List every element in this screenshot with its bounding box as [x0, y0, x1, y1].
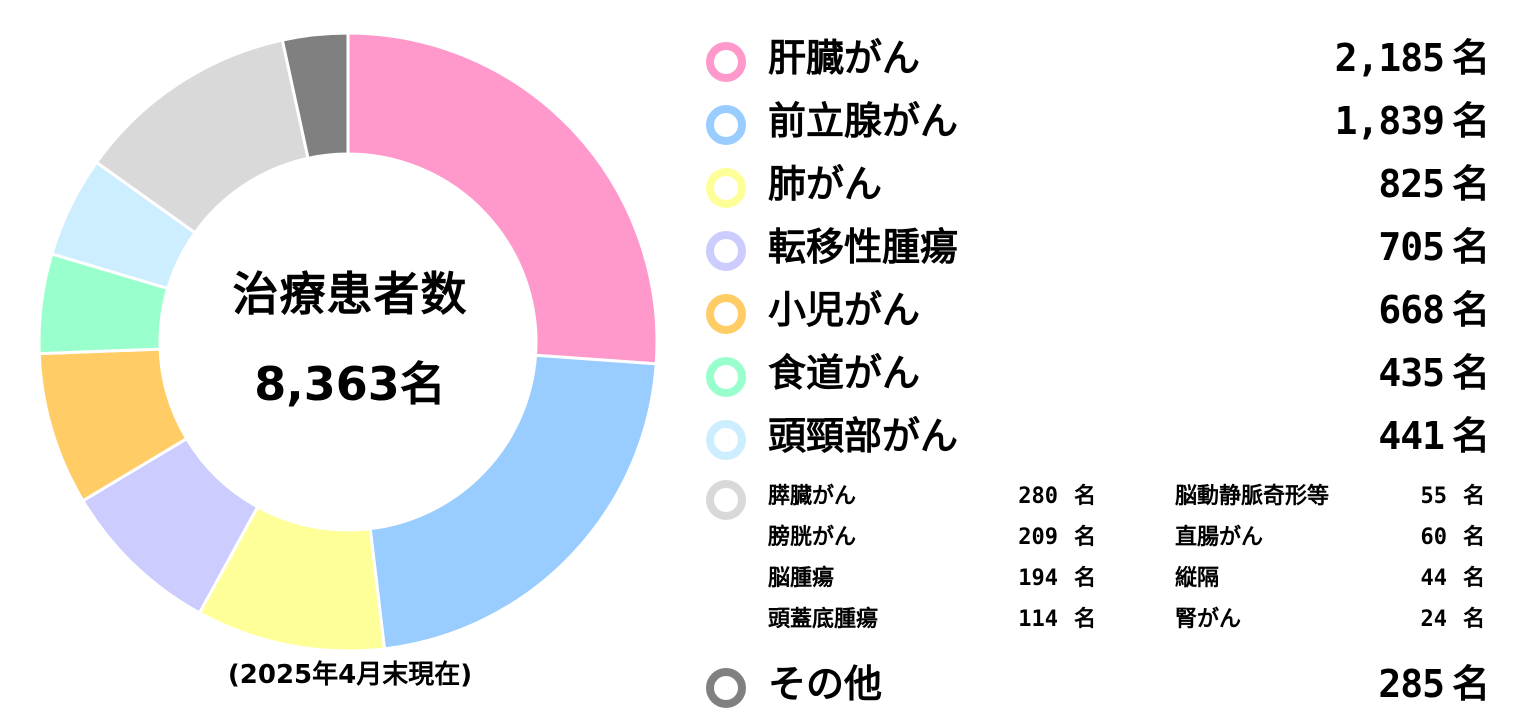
sub-item: 脳動静脈奇形等 55 名 — [1175, 482, 1490, 512]
legend-unit: 名 — [1451, 99, 1490, 143]
sub-item-unit: 名 — [1073, 607, 1096, 632]
sub-item-unit: 名 — [1462, 525, 1485, 550]
legend-label: 転移性腫瘍 — [768, 225, 959, 269]
sub-item: 脳腫瘍 194 名 — [768, 564, 1103, 594]
legend-item-liver: 肝臓がん 2,185 名 — [700, 30, 1490, 92]
legend-item-lung: 肺がん 825 名 — [700, 156, 1490, 218]
sub-item-value: 114 — [1018, 607, 1058, 632]
legend-value: 441 — [1378, 414, 1445, 458]
legend-ring-icon — [706, 357, 746, 397]
sub-item-value: 60 — [1420, 525, 1448, 550]
total-patients-value: 8,363名 — [254, 357, 446, 411]
sub-item-unit: 名 — [1073, 525, 1096, 550]
legend-label: 食道がん — [768, 351, 921, 395]
legend-ring-icon — [706, 480, 746, 520]
legend-value: 668 — [1378, 288, 1445, 332]
sub-item-label: 縦隔 — [1175, 566, 1220, 591]
sub-item: 膵臓がん 280 名 — [768, 482, 1103, 512]
donut-slice — [280, 31, 350, 161]
legend-item-pediatric: 小児がん 668 名 — [700, 282, 1490, 344]
donut-slice — [368, 353, 658, 651]
legend-ring-icon — [706, 42, 746, 82]
legend-ring-icon — [706, 668, 746, 708]
sub-item-label: 脳動静脈奇形等 — [1175, 484, 1330, 509]
legend-item-other: その他 285 名 — [700, 656, 1490, 718]
legend: 肝臓がん 2,185 名 前立腺がん 1,839 名 肺がん 825 名 転移性… — [700, 0, 1500, 720]
sub-item-value: 280 — [1018, 484, 1058, 509]
legend-item-prostate: 前立腺がん 1,839 名 — [700, 93, 1490, 155]
legend-ring-icon — [706, 105, 746, 145]
sub-item-label: 腎がん — [1175, 607, 1242, 632]
sub-item: 腎がん 24 名 — [1175, 605, 1490, 635]
legend-value: 705 — [1378, 225, 1445, 269]
legend-value: 1,839 — [1334, 99, 1445, 143]
as-of-note: (2025年4月末現在) — [227, 660, 473, 690]
sub-item-label: 脳腫瘍 — [768, 566, 835, 591]
legend-item-metastatic: 転移性腫瘍 705 名 — [700, 219, 1490, 281]
legend-label: 小児がん — [768, 288, 921, 332]
sub-item-unit: 名 — [1462, 607, 1485, 632]
legend-label: 肺がん — [768, 162, 883, 206]
sub-item-label: 膵臓がん — [768, 484, 857, 509]
legend-unit: 名 — [1451, 351, 1490, 395]
legend-label: 前立腺がん — [768, 99, 959, 143]
sub-item-value: 55 — [1420, 484, 1448, 509]
legend-value: 435 — [1378, 351, 1445, 395]
legend-label: その他 — [768, 662, 883, 706]
legend-unit: 名 — [1451, 662, 1490, 706]
sub-item-unit: 名 — [1073, 566, 1096, 591]
sub-item-unit: 名 — [1462, 566, 1485, 591]
sub-item: 直腸がん 60 名 — [1175, 523, 1490, 553]
legend-value: 2,185 — [1334, 36, 1445, 80]
sub-item: 膀胱がん 209 名 — [768, 523, 1103, 553]
sub-item-label: 直腸がん — [1175, 525, 1264, 550]
legend-item-esophageal: 食道がん 435 名 — [700, 345, 1490, 407]
sub-item-value: 194 — [1018, 566, 1058, 591]
legend-unit: 名 — [1451, 36, 1490, 80]
legend-label: 頭頸部がん — [768, 414, 959, 458]
sub-item-value: 24 — [1420, 607, 1448, 632]
legend-unit: 名 — [1451, 162, 1490, 206]
legend-unit: 名 — [1451, 414, 1490, 458]
sub-item: 縦隔 44 名 — [1175, 564, 1490, 594]
sub-item-value: 209 — [1018, 525, 1058, 550]
legend-value: 285 — [1378, 662, 1445, 706]
donut-slice — [346, 31, 659, 366]
sub-item-label: 頭蓋底腫瘍 — [768, 607, 879, 632]
legend-label: 肝臓がん — [768, 36, 921, 80]
chart-title: 治療患者数 — [232, 267, 468, 321]
legend-value: 825 — [1378, 162, 1445, 206]
sub-item-unit: 名 — [1073, 484, 1096, 509]
donut-chart — [37, 31, 659, 653]
sub-item-value: 44 — [1420, 566, 1448, 591]
sub-item: 頭蓋底腫瘍 114 名 — [768, 605, 1103, 635]
legend-ring-icon — [706, 420, 746, 460]
legend-ring-icon — [706, 168, 746, 208]
sub-item-label: 膀胱がん — [768, 525, 857, 550]
legend-ring-icon — [706, 294, 746, 334]
sub-item-unit: 名 — [1462, 484, 1485, 509]
legend-ring-icon — [706, 231, 746, 271]
legend-unit: 名 — [1451, 288, 1490, 332]
legend-item-head-neck: 頭頸部がん 441 名 — [700, 408, 1490, 470]
legend-unit: 名 — [1451, 225, 1490, 269]
